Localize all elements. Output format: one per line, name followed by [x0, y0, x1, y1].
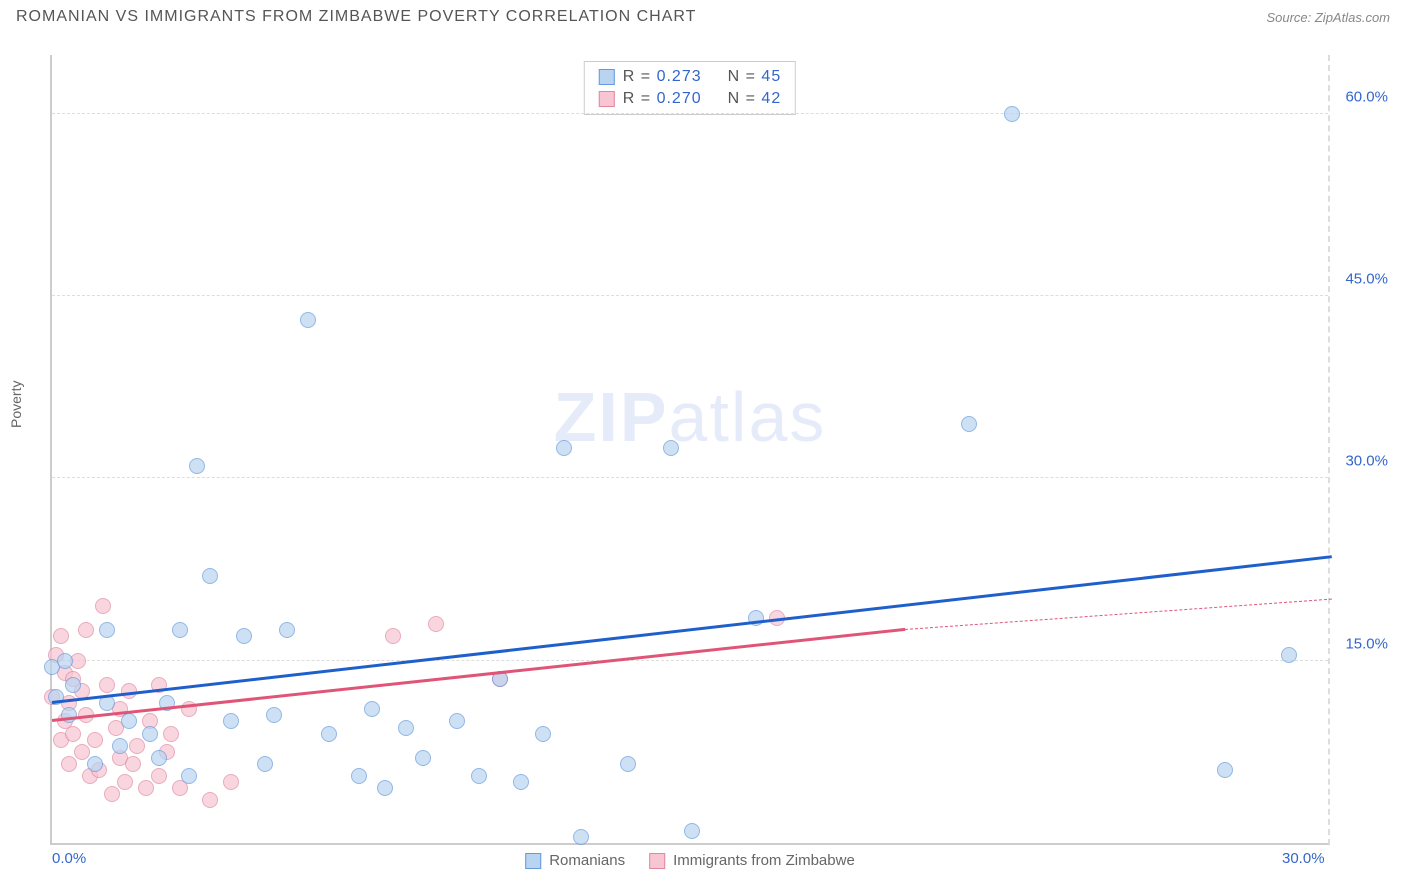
- data-point: [99, 622, 115, 638]
- data-point: [428, 616, 444, 632]
- data-point: [556, 440, 572, 456]
- data-point: [961, 416, 977, 432]
- gridline: [52, 113, 1328, 114]
- data-point: [385, 628, 401, 644]
- data-point: [129, 738, 145, 754]
- y-axis-label: Poverty: [8, 381, 24, 428]
- data-point: [189, 458, 205, 474]
- data-point: [202, 792, 218, 808]
- data-point: [104, 786, 120, 802]
- data-point: [351, 768, 367, 784]
- data-point: [138, 780, 154, 796]
- data-point: [471, 768, 487, 784]
- data-point: [151, 768, 167, 784]
- data-point: [398, 720, 414, 736]
- data-point: [377, 780, 393, 796]
- legend-swatch: [599, 69, 615, 85]
- data-point: [125, 756, 141, 772]
- data-point: [1217, 762, 1233, 778]
- data-point: [181, 768, 197, 784]
- gridline: [52, 295, 1328, 296]
- legend-series-item: Immigrants from Zimbabwe: [649, 852, 855, 869]
- data-point: [1004, 106, 1020, 122]
- data-point: [663, 440, 679, 456]
- data-point: [57, 653, 73, 669]
- data-point: [223, 713, 239, 729]
- legend-series: Romanians Immigrants from Zimbabwe: [525, 852, 855, 869]
- data-point: [78, 622, 94, 638]
- y-tick-label: 15.0%: [1345, 635, 1388, 652]
- data-point: [61, 707, 77, 723]
- data-point: [279, 622, 295, 638]
- trend-line-extrapolated: [905, 599, 1332, 630]
- gridline: [52, 477, 1328, 478]
- data-point: [573, 829, 589, 845]
- data-point: [202, 568, 218, 584]
- legend-series-label: Romanians: [549, 852, 625, 869]
- legend-swatch: [649, 853, 665, 869]
- legend-stats-row: R = 0.273N = 45: [599, 66, 781, 88]
- data-point: [172, 622, 188, 638]
- data-point: [684, 823, 700, 839]
- gridline: [52, 660, 1328, 661]
- data-point: [53, 628, 69, 644]
- y-tick-label: 30.0%: [1345, 453, 1388, 470]
- data-point: [65, 726, 81, 742]
- legend-series-label: Immigrants from Zimbabwe: [673, 852, 855, 869]
- legend-series-item: Romanians: [525, 852, 625, 869]
- data-point: [61, 756, 77, 772]
- data-point: [620, 756, 636, 772]
- legend-stats-row: R = 0.270N = 42: [599, 88, 781, 110]
- data-point: [236, 628, 252, 644]
- data-point: [151, 750, 167, 766]
- data-point: [266, 707, 282, 723]
- data-point: [87, 732, 103, 748]
- y-tick-label: 45.0%: [1345, 271, 1388, 288]
- data-point: [321, 726, 337, 742]
- data-point: [449, 713, 465, 729]
- data-point: [142, 726, 158, 742]
- data-point: [112, 738, 128, 754]
- data-point: [121, 713, 137, 729]
- y-tick-label: 60.0%: [1345, 88, 1388, 105]
- watermark: ZIPatlas: [554, 377, 827, 457]
- data-point: [117, 774, 133, 790]
- data-point: [1281, 647, 1297, 663]
- x-tick-label: 30.0%: [1282, 850, 1325, 867]
- data-point: [513, 774, 529, 790]
- legend-swatch: [525, 853, 541, 869]
- chart-title: ROMANIAN VS IMMIGRANTS FROM ZIMBABWE POV…: [16, 8, 696, 26]
- legend-stats-box: R = 0.273N = 45R = 0.270N = 42: [584, 61, 796, 115]
- data-point: [95, 598, 111, 614]
- data-point: [99, 677, 115, 693]
- scatter-chart: ZIPatlas R = 0.273N = 45R = 0.270N = 42 …: [50, 55, 1330, 845]
- data-point: [415, 750, 431, 766]
- data-point: [223, 774, 239, 790]
- data-point: [364, 701, 380, 717]
- data-point: [74, 744, 90, 760]
- legend-swatch: [599, 91, 615, 107]
- data-point: [163, 726, 179, 742]
- data-point: [257, 756, 273, 772]
- data-point: [87, 756, 103, 772]
- x-tick-label: 0.0%: [52, 850, 86, 867]
- trend-line: [52, 628, 906, 722]
- data-point: [535, 726, 551, 742]
- data-point: [65, 677, 81, 693]
- data-point: [300, 312, 316, 328]
- source-attribution: Source: ZipAtlas.com: [1266, 10, 1390, 25]
